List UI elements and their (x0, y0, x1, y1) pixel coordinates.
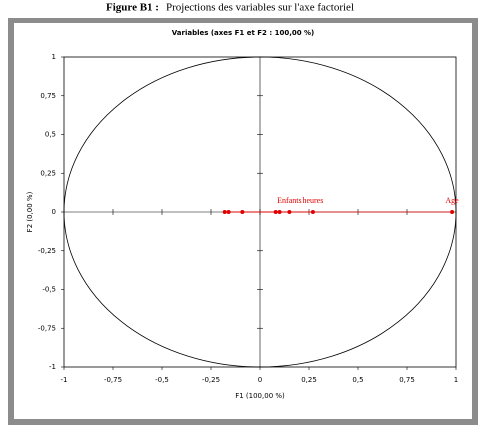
x-tick-label: -0,75 (104, 376, 122, 384)
point (222, 210, 227, 214)
chart-title: Variables (axes F1 et F2 : 100,00 %) (172, 29, 315, 37)
x-tick-label: 0,5 (352, 376, 363, 384)
point (226, 210, 231, 214)
x-tick-label: -1 (61, 376, 68, 384)
y-tick-label: 0,25 (40, 169, 56, 177)
y-tick-label: -0,75 (38, 324, 56, 332)
x-tick-label: -0,5 (155, 376, 169, 384)
point (277, 210, 282, 214)
point-label: heures (302, 196, 323, 205)
panel (14, 23, 472, 419)
y-tick-label: 0,5 (45, 131, 56, 139)
point (240, 210, 245, 214)
x-tick-label: -0,25 (202, 376, 220, 384)
caption-label: Figure B1 : (106, 2, 159, 14)
caption-text: Projections des variables sur l'axe fact… (166, 2, 354, 14)
y-tick-label: 0,75 (40, 92, 56, 100)
x-tick-label: 0 (258, 376, 262, 384)
y-tick-label: 0 (52, 208, 56, 216)
x-axis-title: F1 (100,00 %) (235, 392, 285, 400)
y-tick-label: -0,5 (42, 286, 56, 294)
x-tick-label: 0,25 (301, 376, 317, 384)
point (273, 210, 278, 214)
point (450, 210, 455, 214)
y-tick-label: 1 (52, 53, 56, 61)
point-label: Enfants (277, 196, 301, 205)
y-tick-label: -0,25 (38, 247, 56, 255)
x-tick-label: 0,75 (399, 376, 415, 384)
point (287, 210, 292, 214)
point-label: Age (445, 196, 459, 205)
x-tick-label: 1 (454, 376, 458, 384)
y-axis-title: F2 (0,00 %) (26, 191, 34, 232)
y-tick-label: -1 (49, 363, 56, 371)
point (310, 210, 315, 214)
